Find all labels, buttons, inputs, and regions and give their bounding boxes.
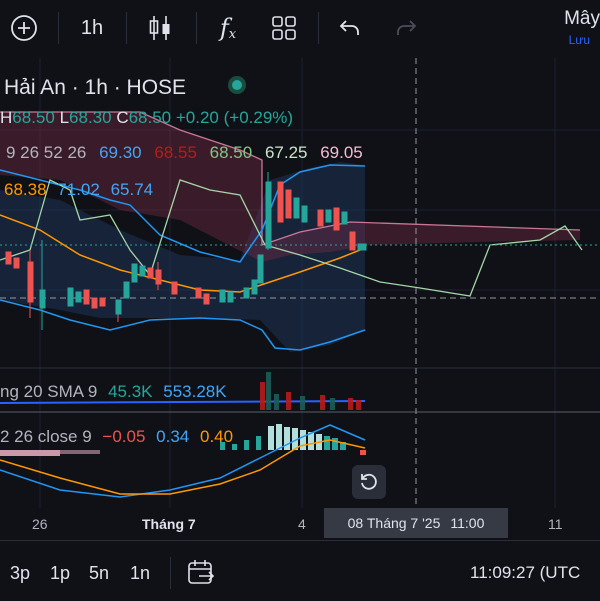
redo-icon	[397, 20, 417, 35]
ichimoku-lead-b: 69.05	[320, 143, 363, 162]
crosshair-time-label: 08 Tháng 7 '25 11:00	[324, 508, 508, 538]
macd-line-value: 0.34	[156, 427, 190, 446]
ichimoku-lead-a: 67.25	[264, 143, 308, 162]
macd-params: 2 26 close 9	[0, 427, 92, 446]
ichimoku-lagging: 68.50	[209, 143, 253, 162]
candles-icon	[149, 16, 170, 40]
macd-histogram-value: −0.05	[102, 427, 146, 446]
layout-button[interactable]	[266, 10, 302, 46]
volume-params: ng 20 SMA 9	[0, 382, 98, 401]
ohlc-high: 68.50	[12, 108, 55, 127]
senkou-a-line	[0, 111, 581, 246]
ichimoku-legend[interactable]: 9 26 52 26 69.30 68.55 68.50 67.25 69.05	[6, 143, 363, 163]
status-dot-icon	[228, 76, 246, 94]
bb-basis-value: 68.38	[4, 180, 47, 199]
save-title: Mây	[564, 8, 600, 29]
time-tick: 26	[32, 516, 48, 532]
symbol-name: Hải An · 1h · HOSE	[4, 76, 187, 99]
clock-timezone-button[interactable]: 11:09:27 (UTC	[470, 563, 581, 582]
candlestick-series	[5, 172, 367, 330]
toolbar-separator	[318, 12, 319, 44]
ohlc-close: 68.50	[128, 108, 172, 127]
macd-series	[0, 424, 366, 498]
symbol-title[interactable]: Hải An · 1h · HOSE	[0, 76, 186, 100]
bb-upper-line	[0, 164, 366, 263]
ohlc-change: +0.20 (+0.29%)	[175, 108, 294, 127]
undo-icon	[339, 20, 359, 35]
volume-series	[0, 372, 366, 410]
save-subtitle: Lưu	[568, 33, 590, 47]
undo-button[interactable]	[334, 10, 366, 46]
volume-legend[interactable]: ng 20 SMA 9 45.3K 553.28K	[0, 382, 227, 402]
bb-lower-line	[0, 299, 366, 351]
add-symbol-button[interactable]	[6, 10, 42, 46]
range-1p-button[interactable]: 1p	[50, 563, 71, 583]
ichimoku-cloud	[0, 112, 580, 262]
time-tick: Tháng 7	[142, 516, 196, 532]
ohlc-legend: H68.50 L68.30 C68.50 +0.20 (+0.29%)	[0, 108, 294, 127]
reset-chart-button[interactable]	[352, 465, 386, 499]
volume-value: 45.3K	[108, 382, 153, 401]
redo-button[interactable]	[390, 10, 422, 46]
time-tick: 4	[298, 516, 306, 532]
toolbar-separator	[58, 12, 59, 44]
lagging-span-line	[0, 179, 583, 297]
save-layout-button[interactable]: Mây Lưu	[552, 8, 600, 47]
reset-icon	[361, 473, 377, 490]
toolbar-separator	[170, 557, 171, 589]
range-1n-button[interactable]: 1n	[130, 563, 151, 583]
time-tick: 11	[548, 516, 563, 532]
toolbar-separator	[196, 12, 197, 44]
goto-date-button[interactable]	[186, 557, 216, 592]
ichimoku-base: 68.55	[154, 143, 197, 162]
ohlc-low: 68.30	[69, 108, 112, 127]
range-3p-button[interactable]: 3p	[10, 563, 31, 583]
bottom-toolbar: 3p 1p 5n 1n 11:09:27 (UTC	[0, 540, 600, 601]
bb-lower-value: 65.74	[110, 180, 154, 199]
indicators-icon: f	[219, 14, 229, 42]
macd-legend[interactable]: 2 26 close 9 −0.05 0.34 0.40	[0, 427, 233, 447]
add-icon	[11, 15, 37, 41]
bollinger-legend[interactable]: 68.38 71.02 65.74	[4, 180, 153, 200]
macd-signal-value: 0.40	[200, 427, 234, 446]
layout-grid-icon	[272, 16, 296, 40]
ichimoku-params: 9 26 52 26	[6, 143, 87, 162]
price-chart[interactable]	[0, 58, 600, 538]
bb-upper-value: 71.02	[57, 180, 100, 199]
calendar-goto-icon	[188, 560, 215, 584]
toolbar-separator	[126, 12, 127, 44]
ichimoku-conversion: 69.30	[99, 143, 142, 162]
volume-sma-value: 553.28K	[163, 382, 227, 401]
bollinger-fill	[0, 162, 365, 352]
timeframe-button[interactable]: 1h	[80, 16, 104, 39]
time-axis[interactable]: 26 Tháng 7 4 11 08 Tháng 7 '25 11:00	[0, 508, 600, 538]
range-5n-button[interactable]: 5n	[89, 563, 110, 583]
chart-type-button[interactable]	[142, 10, 178, 46]
